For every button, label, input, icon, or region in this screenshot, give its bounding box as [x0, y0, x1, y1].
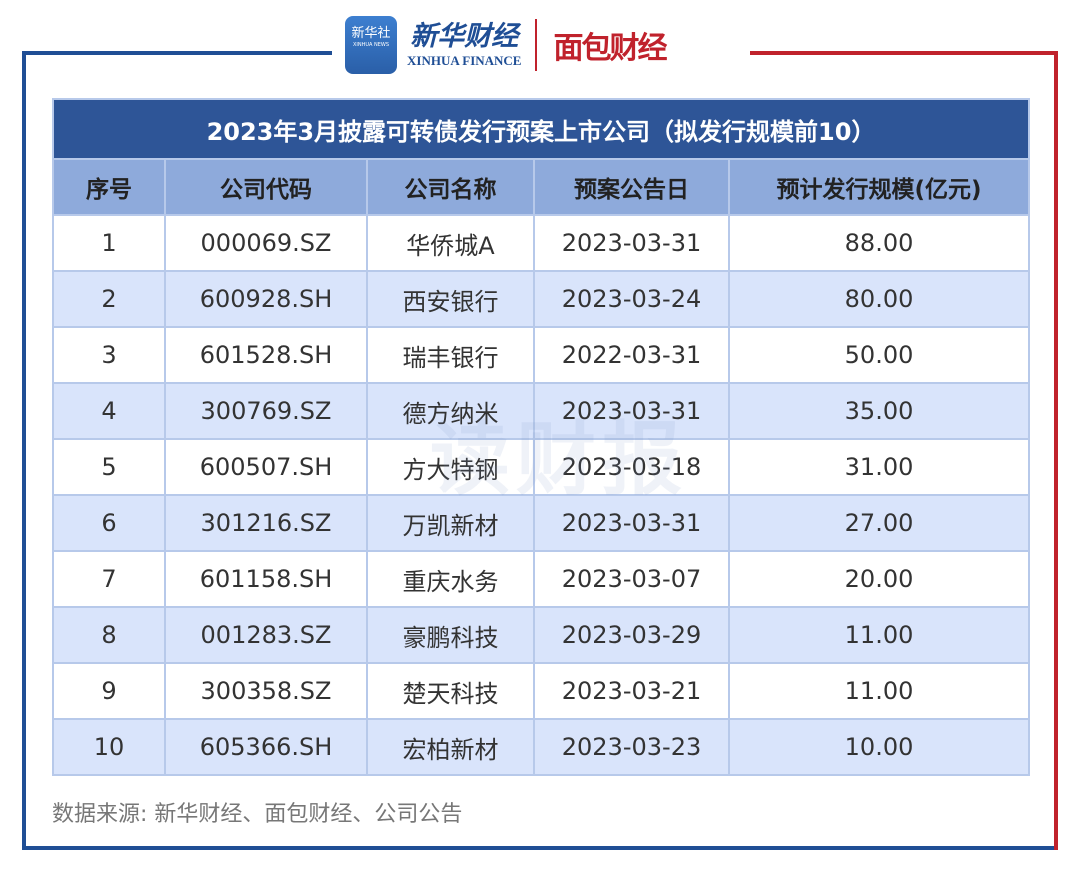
table-cell: 2023-03-31	[533, 382, 730, 440]
data-table: 2023年3月披露可转债发行预案上市公司（拟发行规模前10） 序号 公司代码 公司名…	[51, 98, 1031, 776]
table-cell: 80.00	[727, 270, 1031, 328]
table-cell: 2023-03-24	[533, 270, 730, 328]
table-row: 5 600507.SH 方大特钢 2023-03-18 31.00	[52, 438, 1031, 496]
table-row: 10 605366.SH 宏柏新材 2023-03-23 10.00	[52, 718, 1031, 776]
table-cell: 10	[52, 718, 166, 776]
table-row: 7 601158.SH 重庆水务 2023-03-07 20.00	[52, 550, 1031, 608]
table-cell: 11.00	[727, 662, 1031, 720]
table-row: 9 300358.SZ 楚天科技 2023-03-21 11.00	[52, 662, 1031, 720]
table-cell: 重庆水务	[366, 550, 535, 608]
frame-line	[750, 51, 1058, 55]
table-cell: 301216.SZ	[164, 494, 368, 552]
table-cell: 2	[52, 270, 166, 328]
column-header: 预计发行规模(亿元)	[727, 158, 1031, 216]
column-header: 公司名称	[366, 158, 535, 216]
table-cell: 方大特钢	[366, 438, 535, 496]
frame-line	[22, 846, 1058, 850]
table-cell: 8	[52, 606, 166, 664]
table-cell: 华侨城A	[366, 214, 535, 272]
column-header: 预案公告日	[533, 158, 730, 216]
table-cell: 万凯新材	[366, 494, 535, 552]
frame-line	[1054, 51, 1058, 850]
logo-bar: 新华社 XINHUA NEWS 新华财经 XINHUA FINANCE 面包财经	[345, 14, 667, 76]
table-cell: 27.00	[727, 494, 1031, 552]
table-cell: 2023-03-18	[533, 438, 730, 496]
column-header: 公司代码	[164, 158, 368, 216]
table-cell: 605366.SH	[164, 718, 368, 776]
xinhua-news-logo: 新华社 XINHUA NEWS	[345, 16, 397, 74]
logo-text: 新华财经	[410, 21, 519, 52]
table-cell: 001283.SZ	[164, 606, 368, 664]
table-cell: 2023-03-31	[533, 494, 730, 552]
column-header: 序号	[52, 158, 166, 216]
table-cell: 9	[52, 662, 166, 720]
table-cell: 豪鹏科技	[366, 606, 535, 664]
table-row: 2 600928.SH 西安银行 2023-03-24 80.00	[52, 270, 1031, 328]
table-row: 6 301216.SZ 万凯新材 2023-03-31 27.00	[52, 494, 1031, 552]
table-cell: 3	[52, 326, 166, 384]
table-title: 2023年3月披露可转债发行预案上市公司（拟发行规模前10）	[51, 98, 1031, 160]
logo-text: 新华社	[351, 26, 391, 41]
table-cell: 瑞丰银行	[366, 326, 535, 384]
logo-divider	[535, 19, 538, 71]
xinhua-finance-logo: 新华财经 XINHUA FINANCE	[407, 21, 521, 69]
table-cell: 600507.SH	[164, 438, 368, 496]
table-cell: 88.00	[727, 214, 1031, 272]
table-cell: 1	[52, 214, 166, 272]
table-cell: 10.00	[727, 718, 1031, 776]
table-cell: 2023-03-31	[533, 214, 730, 272]
logo-text: XINHUA FINANCE	[407, 53, 522, 68]
frame-line	[22, 51, 26, 850]
table-cell: 601158.SH	[164, 550, 368, 608]
table-cell: 2023-03-23	[533, 718, 730, 776]
logo-text: XINHUA NEWS	[352, 42, 390, 48]
table-cell: 35.00	[727, 382, 1031, 440]
table-cell: 5	[52, 438, 166, 496]
table-cell: 600928.SH	[164, 270, 368, 328]
table-cell: 2023-03-07	[533, 550, 730, 608]
table-cell: 31.00	[727, 438, 1031, 496]
table-cell: 601528.SH	[164, 326, 368, 384]
table-cell: 300358.SZ	[164, 662, 368, 720]
table-cell: 6	[52, 494, 166, 552]
table-cell: 20.00	[727, 550, 1031, 608]
source-note: 数据来源: 新华财经、面包财经、公司公告	[52, 802, 463, 827]
table-cell: 西安银行	[366, 270, 535, 328]
table-cell: 4	[52, 382, 166, 440]
table-cell: 德方纳米	[366, 382, 535, 440]
table-cell: 2023-03-21	[533, 662, 730, 720]
table-cell: 2022-03-31	[533, 326, 730, 384]
table-cell: 7	[52, 550, 166, 608]
table-row: 1 000069.SZ 华侨城A 2023-03-31 88.00	[52, 214, 1031, 272]
frame-line	[22, 51, 332, 55]
table-row: 8 001283.SZ 豪鹏科技 2023-03-29 11.00	[52, 606, 1031, 664]
table-row: 4 300769.SZ 德方纳米 2023-03-31 35.00	[52, 382, 1031, 440]
table-cell: 2023-03-29	[533, 606, 730, 664]
table-row: 3 601528.SH 瑞丰银行 2022-03-31 50.00	[52, 326, 1031, 384]
table-cell: 宏柏新材	[366, 718, 535, 776]
table-cell: 300769.SZ	[164, 382, 368, 440]
table-cell: 11.00	[727, 606, 1031, 664]
table-cell: 楚天科技	[366, 662, 535, 720]
mianbao-logo: 面包财经	[553, 31, 667, 66]
table-cell: 000069.SZ	[164, 214, 368, 272]
table-cell: 50.00	[727, 326, 1031, 384]
